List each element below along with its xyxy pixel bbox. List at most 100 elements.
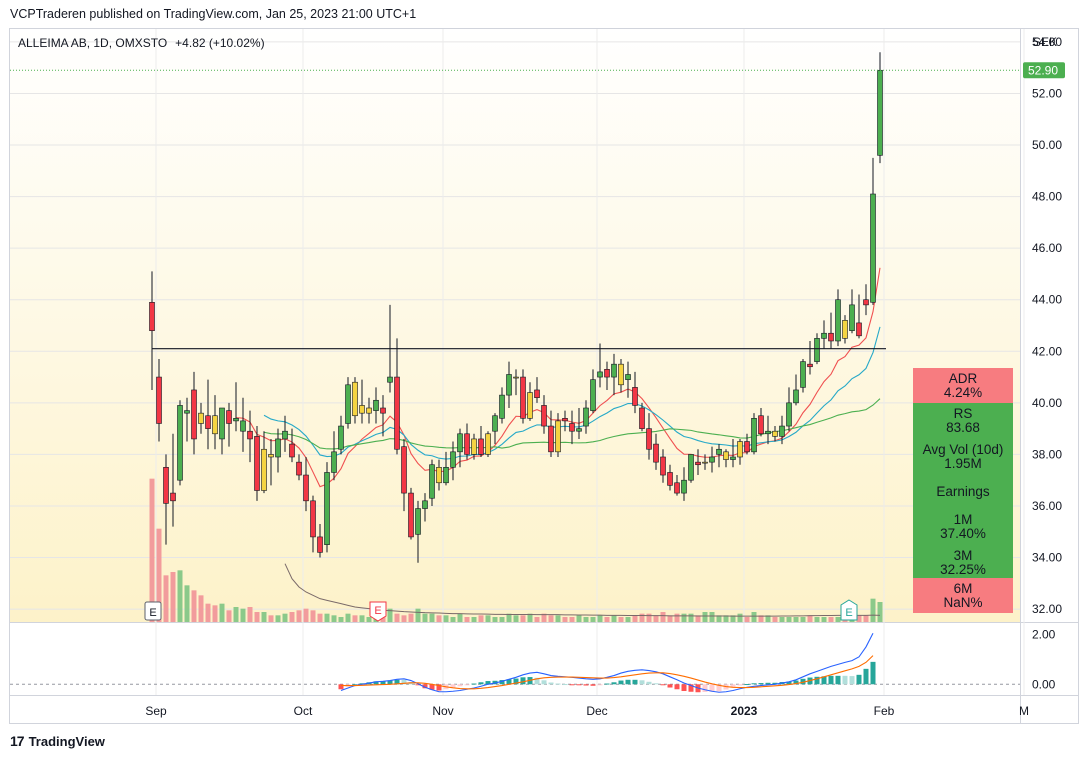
candle — [163, 454, 169, 545]
m6-label: 6M — [953, 581, 973, 596]
candle-body — [324, 472, 330, 545]
volume-bar — [408, 613, 414, 622]
volume-bar — [275, 615, 281, 622]
candle — [296, 454, 302, 481]
time-axis-tick: M — [1019, 704, 1029, 718]
price-axis-tick: 32.00 — [1032, 602, 1062, 616]
volume-bar — [632, 615, 638, 622]
candle-body — [604, 369, 610, 378]
candle — [422, 493, 428, 522]
candle — [849, 289, 855, 334]
macd-signal-line — [341, 655, 874, 690]
time-axis[interactable]: Sep Oct Nov Dec 2023 Feb M — [145, 704, 1029, 718]
candle — [464, 423, 470, 460]
earnings-marker-1[interactable]: E — [144, 601, 162, 621]
candle-body — [394, 376, 400, 450]
candle — [618, 359, 624, 393]
volume-bar — [751, 612, 757, 622]
volume-bar — [436, 615, 442, 622]
candle-body — [177, 405, 183, 481]
macd-histogram-bar — [625, 679, 631, 685]
candle — [527, 382, 533, 421]
stats-adr: ADR 4.24% — [913, 368, 1013, 403]
candle — [275, 428, 281, 473]
candle-body — [212, 415, 218, 435]
candle-body — [226, 410, 232, 424]
candle-body — [310, 500, 316, 538]
candle-body — [562, 418, 568, 422]
candle-body — [618, 363, 624, 386]
volume-bar — [163, 575, 169, 622]
candle — [772, 426, 778, 442]
candle — [611, 353, 617, 396]
candle-body — [184, 410, 190, 414]
candle — [590, 369, 596, 414]
candle-body — [198, 412, 204, 424]
macd-histogram-bar — [471, 683, 477, 685]
candle — [807, 340, 813, 375]
macd-axis-tick: 2.00 — [1032, 627, 1056, 641]
candle — [604, 361, 610, 390]
candle-body — [282, 430, 288, 440]
volume-bar — [415, 608, 421, 622]
tradingview-logo[interactable]: 17 TradingView — [10, 733, 105, 749]
candle — [534, 377, 540, 403]
candle — [149, 271, 155, 390]
macd-histogram-bar — [870, 661, 876, 685]
price-axis[interactable]: 54.00 52.00 50.00 48.00 46.00 44.00 42.00 40.00… — [1032, 35, 1062, 691]
volume-bar — [219, 603, 225, 622]
macd-histogram-bar — [450, 684, 456, 688]
volume-bar — [625, 617, 631, 622]
candle — [646, 413, 652, 460]
candle-body — [422, 500, 428, 509]
candle — [478, 426, 484, 457]
candle — [457, 428, 463, 468]
candle-body — [366, 407, 372, 414]
published-line: VCPTraderen published on TradingView.com… — [10, 7, 417, 21]
volume-bar — [261, 612, 267, 622]
macd-histogram-bar — [786, 681, 792, 685]
volume-bar — [499, 617, 505, 622]
macd-histogram-bar — [744, 684, 750, 686]
volume-bar — [422, 613, 428, 622]
chart-container[interactable]: 54.00 52.00 50.00 48.00 46.00 44.00 42.00 40.00… — [9, 28, 1079, 724]
tradingview-logo-icon: 17 — [10, 733, 25, 749]
earnings-marker-3[interactable]: E — [840, 599, 858, 621]
chart-canvas[interactable]: 54.00 52.00 50.00 48.00 46.00 44.00 42.00 40.00… — [10, 29, 1078, 723]
candle-body — [646, 428, 652, 450]
last-price-tag: 52.90 — [1023, 62, 1065, 79]
candle — [366, 397, 372, 424]
macd-histogram-bar — [401, 679, 407, 685]
candle — [373, 387, 379, 424]
volume-bar — [758, 615, 764, 622]
candle — [702, 454, 708, 470]
price-axis-tick: 48.00 — [1032, 190, 1062, 204]
candle — [597, 343, 603, 388]
volume-bar — [653, 615, 659, 622]
candle-body — [625, 374, 631, 380]
candle — [716, 444, 722, 468]
volume-bar — [779, 617, 785, 622]
candle-body — [856, 322, 862, 337]
avgvol-value: 1.95M — [944, 456, 982, 471]
candle-body — [709, 456, 715, 463]
macd-histogram-bar — [709, 684, 715, 692]
candle — [212, 395, 218, 450]
grid-lines — [10, 29, 1025, 695]
time-axis-tick: Nov — [432, 704, 453, 718]
price-axis-tick: 50.00 — [1032, 138, 1062, 152]
macd-histogram-bar — [520, 677, 526, 685]
time-axis-tick: Feb — [874, 704, 895, 718]
price-axis-tick: 54.00 — [1032, 35, 1062, 49]
symbol-title[interactable]: ALLEIMA AB, 1D, OMXSTO +4.82 (+10.02%) — [18, 36, 265, 50]
candle — [254, 426, 260, 501]
earnings-marker-2[interactable]: E — [369, 601, 387, 622]
candle-body — [254, 436, 260, 491]
candle-body — [506, 374, 512, 396]
volume-bar — [457, 613, 463, 622]
macd-histogram-bar — [632, 679, 638, 685]
macd-histogram-bar — [765, 682, 771, 685]
volume-bar — [289, 612, 295, 622]
candle-body — [527, 392, 533, 419]
earnings-marker-3-label: E — [845, 607, 852, 619]
